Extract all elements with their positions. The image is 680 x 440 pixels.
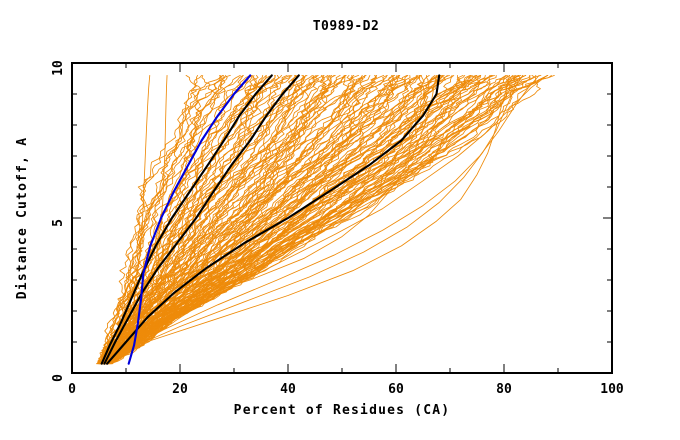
ensemble-curve [111, 74, 549, 365]
target-curve-blue [127, 74, 252, 365]
ensemble-curve [101, 74, 349, 365]
ensemble-curve [109, 74, 537, 365]
ensemble-curve [103, 74, 439, 365]
ensemble-curve [109, 74, 552, 365]
ensemble-curve [110, 74, 541, 365]
ensemble-curve [108, 74, 417, 365]
ensemble-curve [106, 74, 335, 365]
ensemble-outlier-curve [117, 74, 540, 355]
x-tick-label: 40 [280, 382, 296, 397]
ensemble-curve [101, 74, 319, 365]
y-axis-label: Distance Cutoff, A [15, 137, 30, 299]
ensemble-curve [104, 74, 527, 365]
y-tick-label: 10 [51, 60, 66, 76]
x-tick-label: 20 [172, 382, 188, 397]
chart-title: T0989-D2 [313, 19, 380, 34]
ensemble-outlier-curve [122, 74, 524, 352]
ensemble-curve [111, 74, 395, 365]
x-tick-label: 60 [388, 382, 404, 397]
reference-curve-black [100, 74, 273, 365]
y-tick-label: 0 [51, 374, 66, 382]
ensemble-curve [104, 74, 331, 365]
ensemble-curve [105, 74, 555, 365]
x-tick-label: 100 [600, 382, 624, 397]
ensemble-curve [99, 74, 222, 365]
reference-curve-black [103, 74, 300, 365]
ensemble-outlier-curve [136, 74, 510, 346]
ensemble-curve [101, 74, 320, 365]
y-axis-ticks [72, 62, 612, 374]
x-axis-tick-labels: 0 20 40 60 80 100 [68, 382, 624, 397]
x-tick-label: 80 [496, 382, 512, 397]
ensemble-curve [100, 74, 253, 365]
ensemble-curve [99, 74, 396, 365]
reference-curve-black [106, 74, 441, 365]
highlight-curves-group [100, 74, 441, 365]
x-axis-ticks [71, 63, 613, 373]
ensemble-curve [103, 74, 450, 365]
x-tick-label: 0 [68, 382, 76, 397]
x-axis-label: Percent of Residues (CA) [234, 403, 451, 418]
ensemble-outlier-curve [103, 74, 151, 365]
y-tick-label: 5 [51, 219, 66, 227]
y-axis-tick-labels: 0 5 10 [51, 60, 66, 382]
ensemble-outlier-curve [112, 74, 548, 358]
ensemble-outlier-curve [105, 74, 168, 365]
